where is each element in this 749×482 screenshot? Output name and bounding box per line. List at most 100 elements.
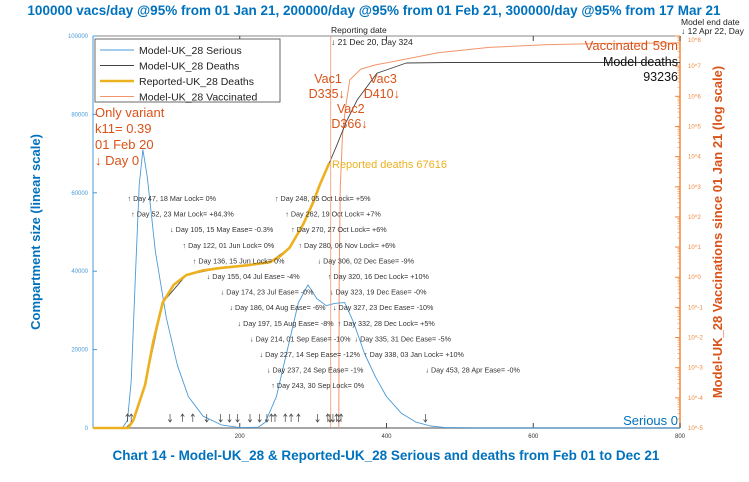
intervention-label: ↓ Day 237, 24 Sep Ease= -1% [267, 366, 364, 375]
arrow-up-icon [289, 413, 294, 422]
arrow-down-icon [227, 414, 232, 423]
y-tick-label: 20000 [71, 348, 88, 354]
y2-tick-label: 10^2 [688, 215, 701, 221]
variant-annotation: Only variant [95, 105, 165, 120]
arrow-down-icon [330, 414, 336, 423]
vaccine-dose-label: Vac2 [337, 102, 365, 116]
variant-annotation: ↓ Day 0 [95, 153, 139, 168]
intervention-label: ↑ Day 136, 15 Jun Lock= 0% [193, 256, 285, 265]
legend-label: Model-UK_28 Deaths [139, 61, 239, 73]
vaccine-dose-label: Vac1 [314, 72, 342, 86]
arrow-up-icon [325, 413, 330, 422]
arrow-down-icon [315, 414, 320, 423]
model-end-date-label: Model end date [681, 17, 740, 27]
arrow-up-icon [334, 413, 339, 422]
y2-tick-label: 10^-3 [688, 366, 703, 372]
y2-tick-label: 10^5 [688, 124, 701, 130]
chart-title: 100000 vacs/day @95% from 01 Jan 21, 200… [27, 3, 721, 18]
legend-box [94, 38, 281, 103]
intervention-label: ↓ Day 306, 02 Dec Ease= -9% [318, 256, 415, 265]
y2-tick-label: 10^-5 [688, 426, 703, 432]
legend-label: Model-UK_28 Vaccinated [139, 92, 257, 104]
x-tick-label: 200 [235, 434, 246, 440]
y-tick-label: 40000 [71, 269, 88, 275]
y2-tick-label: 10^8 [688, 38, 701, 44]
intervention-label: ↓ Day 186, 04 Aug Ease= -6% [229, 303, 326, 312]
arrow-down-icon [257, 414, 262, 423]
series-line-reported-uk-28-deaths [93, 162, 331, 430]
arrow-down-icon [423, 414, 428, 423]
x-tick-label: 400 [381, 434, 392, 440]
arrow-down-icon [327, 414, 333, 423]
arrow-up-icon [129, 413, 134, 422]
intervention-label: ↓ Day 155, 04 Jul Ease= -4% [207, 272, 300, 281]
y2-tick-label: 10^0 [688, 275, 701, 281]
intervention-label: ↓ Day 453, 28 Apr Ease= -0% [425, 366, 520, 375]
legend-label: Reported-UK_28 Deaths [139, 76, 254, 88]
intervention-label: ↓ Day 105, 15 May Ease= -0.3% [170, 225, 274, 234]
y-tick-label: 80000 [71, 112, 88, 118]
intervention-label: ↑ Day 280, 06 Nov Lock= +6% [298, 241, 396, 250]
y2-axis-label: Model-UK_28 Vaccinations since 01 Jan 21… [710, 66, 725, 398]
model-end-date-value: ↓ 12 Apr 22, Day [681, 26, 745, 36]
variant-annotation: k11= 0.39 [95, 121, 152, 136]
arrow-down-icon [218, 414, 223, 423]
y2-tick-label: 10^4 [688, 155, 701, 161]
y2-tick-label: 10^-1 [688, 305, 703, 311]
arrow-up-icon [180, 413, 185, 422]
vaccine-dose-day: D366↓ [331, 117, 367, 131]
arrow-down-icon [204, 414, 209, 423]
intervention-label: ↓ Day 323, 19 Dec Ease= -0% [330, 288, 427, 297]
arrow-down-icon [264, 414, 269, 423]
arrow-down-icon [167, 414, 173, 423]
legend-label: Model-UK_28 Serious [139, 45, 242, 57]
series-line-model-uk-28-vaccinated [338, 42, 681, 429]
x-tick-label: 600 [528, 434, 539, 440]
y2-tick-label: 10^7 [688, 64, 701, 70]
intervention-label: ↑ Day 262, 19 Oct Lock= +7% [285, 210, 381, 219]
y-tick-label: 0 [85, 426, 89, 432]
arrow-down-icon [235, 414, 240, 423]
intervention-label: ↓ Day 214, 01 Sep Ease= -10% [250, 334, 351, 343]
arrow-up-icon [190, 413, 195, 422]
arrow-up-icon [338, 413, 344, 422]
y2-tick-label: 10^-4 [688, 396, 703, 402]
intervention-label: ↓ Day 327, 23 Dec Ease= -10% [333, 303, 434, 312]
serious-end-label: Serious 0 [623, 413, 678, 428]
intervention-label: ↑ Day 332, 28 Dec Lock= +5% [338, 319, 436, 328]
y2-tick-label: 10^3 [688, 185, 701, 191]
y2-tick-label: 10^1 [688, 245, 701, 251]
series-line-model-uk-28-serious [93, 149, 680, 429]
vaccinated-value: 59m [653, 38, 678, 53]
reporting-date-label: Reporting date [331, 25, 387, 35]
arrow-down-icon [247, 414, 253, 423]
intervention-label: ↑ Day 122, 01 Jun Lock= 0% [183, 241, 275, 250]
x-tick-label: 800 [675, 434, 686, 440]
variant-annotation: 01 Feb 20 [95, 137, 154, 152]
vaccine-dose-day: D410↓ [364, 87, 400, 101]
model-deaths-label: Model deaths [603, 55, 678, 69]
arrow-up-icon [272, 413, 278, 422]
y2-tick-label: 10^-2 [688, 336, 703, 342]
model-deaths-value: 93236 [643, 70, 678, 84]
intervention-label: ↑ Day 248, 05 Oct Lock= +5% [275, 194, 371, 203]
intervention-label: ↑ Day 243, 30 Sep Lock= 0% [271, 381, 365, 390]
y-tick-label: 100000 [68, 34, 89, 40]
y2-tick-label: 10^6 [688, 94, 701, 100]
intervention-label: ↑ Day 52, 23 Mar Lock= +84.3% [131, 210, 234, 219]
intervention-label: ↑ Day 47, 18 Mar Lock= 0% [127, 194, 216, 203]
y-tick-label: 60000 [71, 191, 88, 197]
reporting-date-value: ↓ 21 Dec 20, Day 324 [331, 37, 413, 47]
intervention-label: ↓ Day 335, 31 Dec Ease= -5% [355, 334, 452, 343]
arrow-up-icon [269, 413, 274, 422]
intervention-label: ↑ Day 270, 27 Oct Lock= +6% [291, 225, 387, 234]
arrow-down-icon [336, 414, 341, 423]
arrow-up-icon [296, 413, 301, 422]
arrow-up-icon [283, 413, 288, 422]
intervention-label: ↓ Day 197, 15 Aug Ease= -8% [238, 319, 335, 328]
y-axis-label: Compartment size (linear scale) [28, 134, 43, 330]
intervention-label: ↓ Day 174, 23 Jul Ease= -0% [221, 288, 314, 297]
intervention-label: ↑ Day 320, 16 Dec Lock= +10% [328, 272, 430, 281]
vaccine-dose-day: D335↓ [309, 87, 345, 101]
